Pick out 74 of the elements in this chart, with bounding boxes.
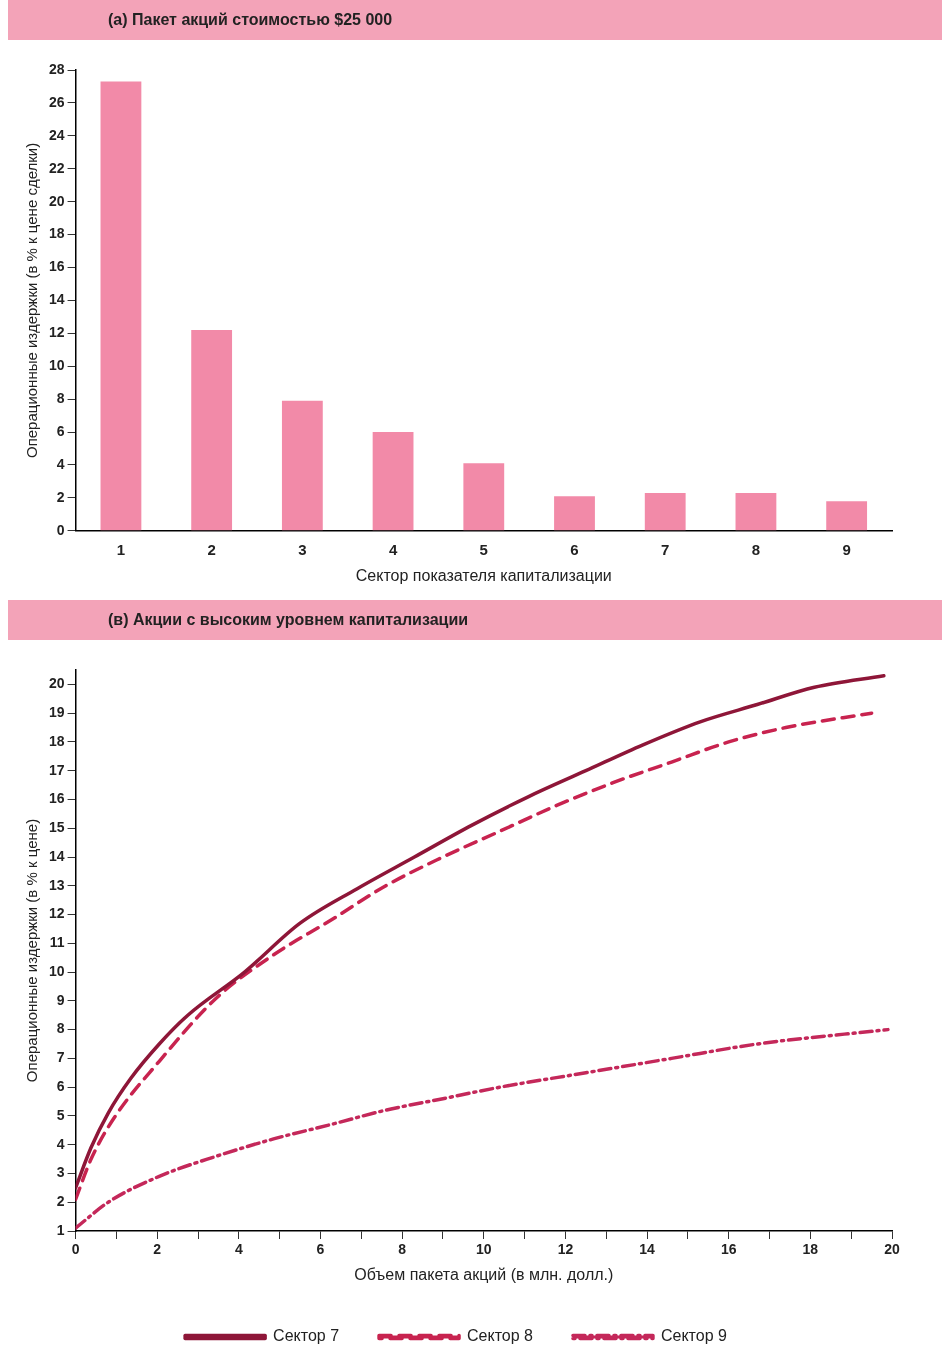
y-tick-label: 26 [48, 93, 65, 110]
y-tick-label: 0 [56, 521, 65, 538]
y-tick-label: 17 [48, 761, 65, 778]
bar [644, 492, 686, 531]
x-tick-label: 4 [388, 540, 398, 558]
y-tick-label: 8 [56, 1020, 65, 1037]
x-tick-label: 14 [639, 1241, 656, 1258]
y-tick-label: 19 [48, 704, 65, 721]
y-tick-label: 20 [48, 192, 65, 209]
x-axis-title: Сектор показателя капитализации [355, 566, 612, 584]
y-tick-label: 14 [48, 291, 65, 308]
x-tick-label: 5 [479, 540, 488, 558]
bar [826, 501, 868, 531]
bar [281, 400, 323, 531]
x-tick-label: 18 [802, 1241, 819, 1258]
y-tick-label: 1 [56, 1221, 65, 1238]
y-tick-label: 2 [56, 488, 65, 505]
y-tick-label: 13 [48, 876, 65, 893]
x-tick-label: 20 [884, 1241, 900, 1258]
bar [191, 330, 233, 531]
y-tick-label: 6 [56, 422, 65, 439]
x-tick-label: 16 [720, 1241, 737, 1258]
y-tick-label: 20 [48, 675, 65, 692]
x-tick-label: 9 [842, 540, 851, 558]
y-tick-label: 16 [48, 790, 65, 807]
y-tick-label: 8 [56, 390, 65, 406]
bar [554, 496, 595, 531]
y-tick-label: 4 [56, 1135, 65, 1152]
x-tick-label: 4 [234, 1241, 243, 1258]
y-tick-label: 11 [49, 934, 65, 951]
chart-title: (а) Пакет акций стоимостью $25 000 [8, 0, 942, 40]
bar [372, 432, 414, 531]
y-axis-title: Операционные издержки (в % к цене сделки) [23, 142, 41, 459]
bar [100, 81, 142, 531]
y-tick-label: 15 [48, 819, 65, 836]
y-tick-label: 10 [48, 962, 65, 979]
x-tick-label: 10 [476, 1241, 492, 1258]
x-tick-label: 1 [116, 540, 126, 558]
bar [463, 463, 505, 531]
bar [735, 492, 777, 531]
legend-label: Сектор 9 [660, 1327, 727, 1345]
y-tick-label: 6 [56, 1078, 65, 1095]
y-tick-label: 24 [48, 126, 65, 143]
legend-label: Сектор 8 [467, 1327, 534, 1345]
y-tick-label: 7 [56, 1049, 65, 1066]
x-tick-label: 2 [207, 540, 216, 558]
y-tick-label: 14 [48, 847, 65, 864]
y-tick-label: 5 [56, 1106, 65, 1123]
y-tick-label: 4 [56, 455, 65, 472]
y-tick-label: 2 [56, 1193, 65, 1210]
x-tick-label: 3 [298, 540, 307, 558]
x-tick-label: 6 [570, 540, 579, 558]
x-tick-label: 6 [316, 1241, 325, 1258]
y-tick-label: 12 [48, 324, 65, 341]
x-tick-label: 8 [398, 1241, 407, 1258]
x-tick-label: 12 [557, 1241, 574, 1258]
y-tick-label: 3 [56, 1164, 65, 1181]
x-tick-label: 8 [751, 540, 761, 558]
x-tick-label: 0 [71, 1241, 80, 1258]
y-tick-label: 10 [48, 357, 65, 374]
y-tick-label: 22 [48, 159, 65, 176]
chart-title: (в) Акции с высоким уровнем капитализации [8, 600, 942, 640]
y-tick-label: 9 [56, 991, 65, 1008]
line-series [75, 1027, 890, 1230]
x-tick-label: 2 [153, 1241, 162, 1258]
y-tick-label: 12 [48, 905, 65, 922]
y-tick-label: 16 [48, 258, 65, 275]
x-axis-title: Объем пакета акций (в млн. долл.) [354, 1265, 614, 1283]
y-tick-label: 28 [48, 60, 65, 77]
x-tick-label: 7 [661, 540, 670, 558]
y-axis-title: Операционные издержки (в % к цене) [23, 818, 41, 1083]
legend-label: Сектор 7 [273, 1327, 340, 1345]
y-tick-label: 18 [48, 732, 65, 749]
y-tick-label: 18 [48, 225, 65, 242]
